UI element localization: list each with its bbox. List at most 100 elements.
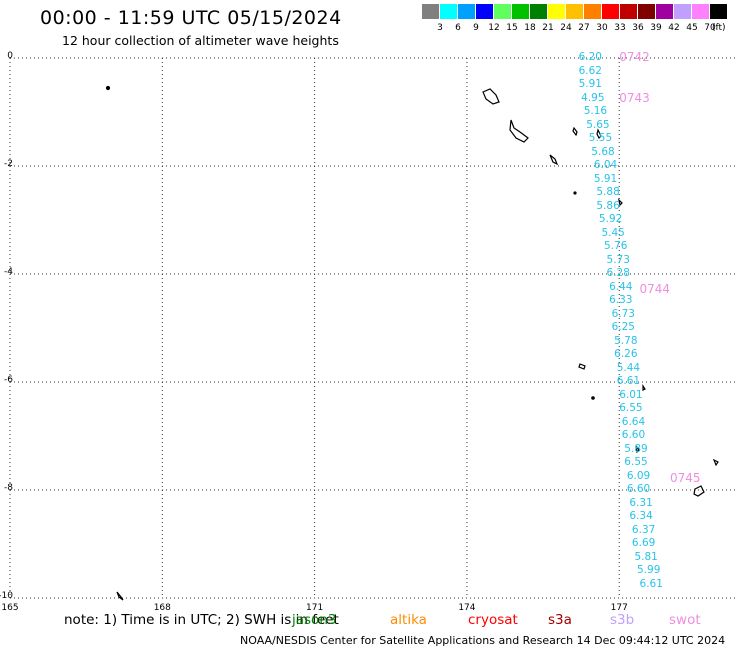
swh-value: 6.04 <box>593 159 618 171</box>
pass-label: 0743 <box>619 90 650 105</box>
swh-value: 4.95 <box>581 91 605 104</box>
lat-tick-label: -8 <box>4 483 13 493</box>
color-swatch <box>548 4 565 19</box>
island-outline <box>642 384 646 391</box>
legend-s3b: s3b <box>610 612 635 628</box>
island-outline <box>596 128 602 140</box>
swh-value: 6.62 <box>578 64 602 77</box>
legend-jason3: jason3 <box>292 612 337 628</box>
color-swatch <box>692 4 709 19</box>
color-scale-label: 6 <box>455 23 461 33</box>
swh-value: 6.37 <box>631 523 656 536</box>
swh-value: 6.01 <box>619 388 643 401</box>
island-outline <box>105 85 111 91</box>
lat-tick-label: -10 <box>0 591 13 601</box>
color-swatch <box>710 4 727 19</box>
lon-tick-label: 177 <box>610 603 628 613</box>
color-swatch <box>566 4 583 19</box>
color-scale-label: 30 <box>596 23 608 33</box>
swh-value: 6.60 <box>626 483 651 495</box>
island-outline <box>635 445 640 454</box>
swh-value: 5.81 <box>634 550 658 563</box>
swh-value: 5.68 <box>591 145 615 158</box>
swh-value: 5.91 <box>578 78 602 90</box>
legend-swot: swot <box>669 612 701 628</box>
swh-value: 5.86 <box>596 199 620 212</box>
color-scale-label: 42 <box>668 23 680 33</box>
swh-value: 6.09 <box>626 469 651 482</box>
swh-value: 5.16 <box>583 105 608 117</box>
page-title: 00:00 - 11:59 UTC 05/15/2024 <box>40 7 342 29</box>
color-swatch <box>512 4 529 19</box>
color-scale-label: 70 <box>704 23 716 33</box>
color-scale-label: 12 <box>488 23 500 33</box>
swh-value: 6.25 <box>611 321 635 333</box>
swh-value: 6.34 <box>629 510 653 522</box>
swh-value: 5.91 <box>593 172 618 185</box>
color-swatch <box>602 4 619 19</box>
island-outline <box>116 591 124 601</box>
island-outline <box>693 485 705 497</box>
legend-cryosat: cryosat <box>468 612 518 628</box>
pass-label: 0744 <box>639 282 671 297</box>
page-subtitle: 12 hour collection of altimeter wave hei… <box>62 33 339 48</box>
color-scale: 3 6 9 12 15 18 21 24 27 30 33 36 39 42 45 70 (ft) <box>422 4 728 34</box>
swh-value: 5.45 <box>601 226 625 239</box>
lon-tick-label: 174 <box>458 603 476 613</box>
color-swatch <box>458 4 475 19</box>
swh-value: 5.65 <box>586 118 610 131</box>
swh-value: 6.55 <box>619 402 643 414</box>
island-outline <box>572 126 578 137</box>
swh-value: 5.76 <box>604 240 628 252</box>
note-text: note: 1) Time is in UTC; 2) SWH is in fe… <box>64 612 339 628</box>
lon-tick-label: 168 <box>153 603 171 613</box>
swh-value: 6.26 <box>614 348 638 360</box>
swh-value: 5.92 <box>598 213 623 225</box>
island-outline <box>712 458 719 467</box>
lon-tick-label: 165 <box>1 603 19 613</box>
legend-altika: altika <box>390 612 427 628</box>
swh-value: 5.78 <box>614 334 638 347</box>
color-scale-label: 21 <box>542 23 554 33</box>
color-scale-unit: (ft) <box>712 23 726 33</box>
swh-value: 6.61 <box>639 577 663 590</box>
island-outline <box>591 396 595 400</box>
color-scale-label: 45 <box>686 23 698 33</box>
color-swatch <box>674 4 691 19</box>
color-swatch <box>638 4 655 19</box>
color-scale-label: 24 <box>560 23 572 33</box>
swh-value: 6.55 <box>624 456 648 468</box>
swh-value: 6.64 <box>621 415 646 428</box>
color-swatch <box>440 4 457 19</box>
lon-tick-label: 171 <box>306 603 324 613</box>
lat-tick-label: -6 <box>4 375 13 385</box>
swh-value: 6.61 <box>616 375 641 387</box>
color-swatch <box>476 4 493 19</box>
color-scale-label: 9 <box>473 23 479 33</box>
lat-tick-label: -4 <box>4 267 13 277</box>
island-outline <box>618 198 623 207</box>
swh-value: 6.33 <box>609 294 633 306</box>
color-swatch <box>494 4 511 19</box>
island-outlines <box>105 85 719 601</box>
color-scale-label: 3 <box>437 23 443 33</box>
swh-value: 6.20 <box>578 51 602 63</box>
lat-tick-label: -2 <box>4 159 13 169</box>
color-scale-label: 33 <box>614 23 626 33</box>
color-scale-label: 39 <box>650 23 662 33</box>
lat-tick-label: 0 <box>7 51 13 61</box>
footer-credit: NOAA/NESDIS Center for Satellite Applica… <box>240 634 726 647</box>
swh-value: 5.73 <box>606 253 630 266</box>
island-outline <box>509 119 529 143</box>
color-scale-label: 27 <box>578 23 590 33</box>
pass-label: 0742 <box>619 50 650 64</box>
color-scale-label: 18 <box>524 23 536 33</box>
color-scale-label: 36 <box>632 23 644 33</box>
swh-value: 5.44 <box>616 361 641 374</box>
swh-value: 6.28 <box>606 267 630 279</box>
color-swatch <box>530 4 547 19</box>
island-outline <box>573 191 577 195</box>
swh-value: 5.89 <box>624 442 648 455</box>
swh-value: 6.31 <box>629 496 653 509</box>
